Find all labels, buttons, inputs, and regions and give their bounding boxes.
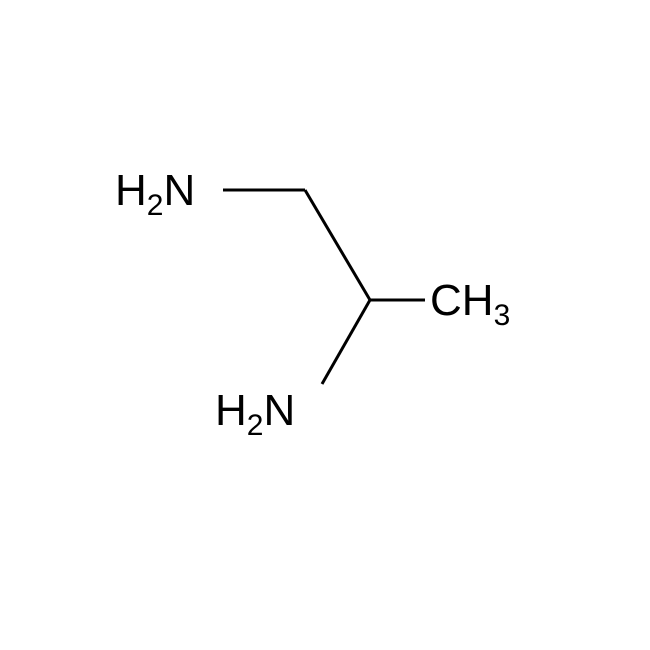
- bonds-group: [223, 190, 425, 384]
- atoms-group: H2N H2N CH3: [115, 166, 510, 442]
- bond-c1-c2: [305, 190, 370, 300]
- atom-label-c3: CH3: [430, 276, 510, 332]
- atom-label-n2: H2N: [215, 386, 295, 442]
- atom-label-n1: H2N: [115, 166, 195, 222]
- bond-c2-n2: [322, 300, 370, 384]
- molecule-diagram: H2N H2N CH3: [0, 0, 650, 650]
